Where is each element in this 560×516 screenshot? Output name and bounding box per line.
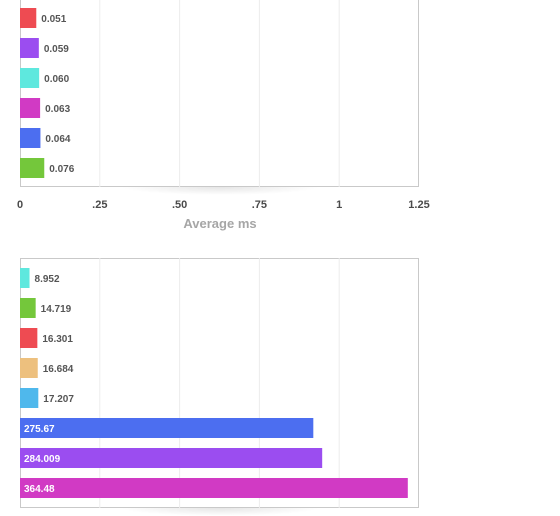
bar-value-label: 0.060 [44,74,69,85]
bar-value-label: 0.063 [45,104,70,115]
bar-value-label: 17.207 [43,394,74,405]
bar-value-label: 8.952 [35,274,60,285]
x-tick-label: .25 [92,199,107,211]
bar [20,448,323,468]
bar [20,158,45,178]
bar-value-label: 0.059 [44,44,69,55]
x-tick-label: 1.25 [408,199,429,211]
bar [20,478,408,498]
bar [20,68,40,88]
x-axis-label: Average ms [183,216,256,231]
bar [20,98,41,118]
bar [20,8,37,28]
bar-value-label: 16.684 [43,364,74,375]
bar-value-label: 16.301 [42,334,73,345]
bar-value-label: 275.67 [24,424,55,435]
x-tick-label: .75 [252,199,267,211]
bar-value-label: 0.076 [49,164,74,175]
bar-value-label: 284.009 [24,454,61,465]
bar-value-label: 364.48 [24,484,55,495]
bar [20,358,38,378]
bar [20,298,36,318]
bar [20,268,30,288]
bar-value-label: 0.064 [45,134,70,145]
bar [20,388,39,408]
bar-value-label: 0.051 [41,14,66,25]
average-ms-chart-panel [20,0,419,187]
bar [20,328,38,348]
bar [20,128,41,148]
top-panel-shadow [120,187,320,195]
x-tick-label: 0 [17,199,23,211]
x-tick-label: .50 [172,199,187,211]
bottom-panel-shadow [120,508,320,516]
x-tick-label: 1 [336,199,342,211]
bar-value-label: 14.719 [41,304,72,315]
bar [20,38,39,58]
bar [20,418,314,438]
